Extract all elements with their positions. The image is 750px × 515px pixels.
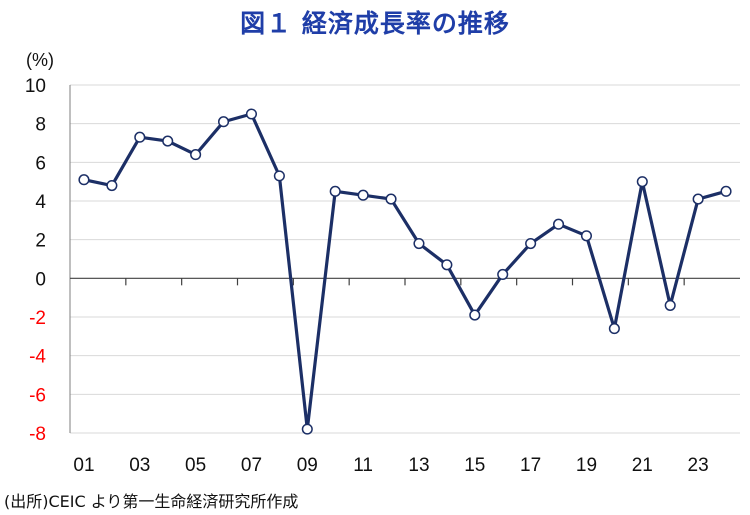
x-tick-label: 03 xyxy=(129,455,150,476)
y-tick-label: -6 xyxy=(29,385,46,406)
data-point xyxy=(636,176,648,188)
data-point xyxy=(552,218,565,230)
data-point xyxy=(245,108,258,120)
y-tick-label: 10 xyxy=(25,76,46,97)
data-point xyxy=(413,237,425,250)
y-tick-label: 6 xyxy=(35,153,46,174)
data-point xyxy=(525,237,537,250)
data-point xyxy=(301,423,313,435)
chart-title: 図１ 経済成長率の推移 xyxy=(240,9,510,38)
source-note: (出所)CEIC より第一生命経済研究所作成 xyxy=(4,492,299,511)
x-tick-label: 05 xyxy=(185,455,206,476)
data-point xyxy=(217,116,230,128)
x-tick-label: 09 xyxy=(297,455,318,476)
x-tick-label: 13 xyxy=(408,455,429,476)
data-point xyxy=(664,299,676,311)
y-tick-labels: 10 8 6 4 2 0 -2 -4 -6 -8 xyxy=(25,76,47,445)
data-point xyxy=(469,309,481,321)
data-point xyxy=(357,189,369,201)
data-point xyxy=(580,230,593,242)
data-point xyxy=(385,193,397,205)
data-point xyxy=(692,193,704,205)
data-point xyxy=(78,174,90,186)
data-point xyxy=(190,149,202,161)
y-tick-label: 2 xyxy=(35,231,46,252)
data-point xyxy=(608,323,620,335)
series xyxy=(78,108,732,435)
data-point xyxy=(134,131,146,143)
x-tick-label: 19 xyxy=(576,455,597,476)
series-line xyxy=(83,112,727,431)
data-point xyxy=(329,185,341,197)
data-point xyxy=(497,268,509,281)
data-point xyxy=(273,170,285,182)
x-tick-label: 17 xyxy=(520,455,541,476)
data-point xyxy=(106,179,118,192)
y-tick-label: 4 xyxy=(35,192,46,213)
x-tick-label: 21 xyxy=(632,455,653,476)
gridlines xyxy=(70,84,740,434)
y-tick-label: -8 xyxy=(29,424,46,445)
y-tick-label: 8 xyxy=(35,115,46,136)
data-point xyxy=(441,259,453,271)
x-tick-label: 23 xyxy=(688,455,709,476)
y-tick-label: -4 xyxy=(29,347,46,368)
x-tick-label: 11 xyxy=(353,455,373,476)
y-tick-label: 0 xyxy=(35,269,46,290)
y-tick-label: -2 xyxy=(29,308,46,329)
data-point xyxy=(720,185,732,197)
x-tick-label: 07 xyxy=(241,455,262,476)
x-tick-label: 01 xyxy=(73,455,94,476)
y-axis-unit-label: (%) xyxy=(26,50,54,70)
x-tick-labels: 01 03 05 07 09 11 13 15 17 19 21 23 xyxy=(73,455,708,476)
x-tick-label: 15 xyxy=(464,455,485,476)
data-point xyxy=(162,135,174,147)
axes xyxy=(69,85,740,433)
